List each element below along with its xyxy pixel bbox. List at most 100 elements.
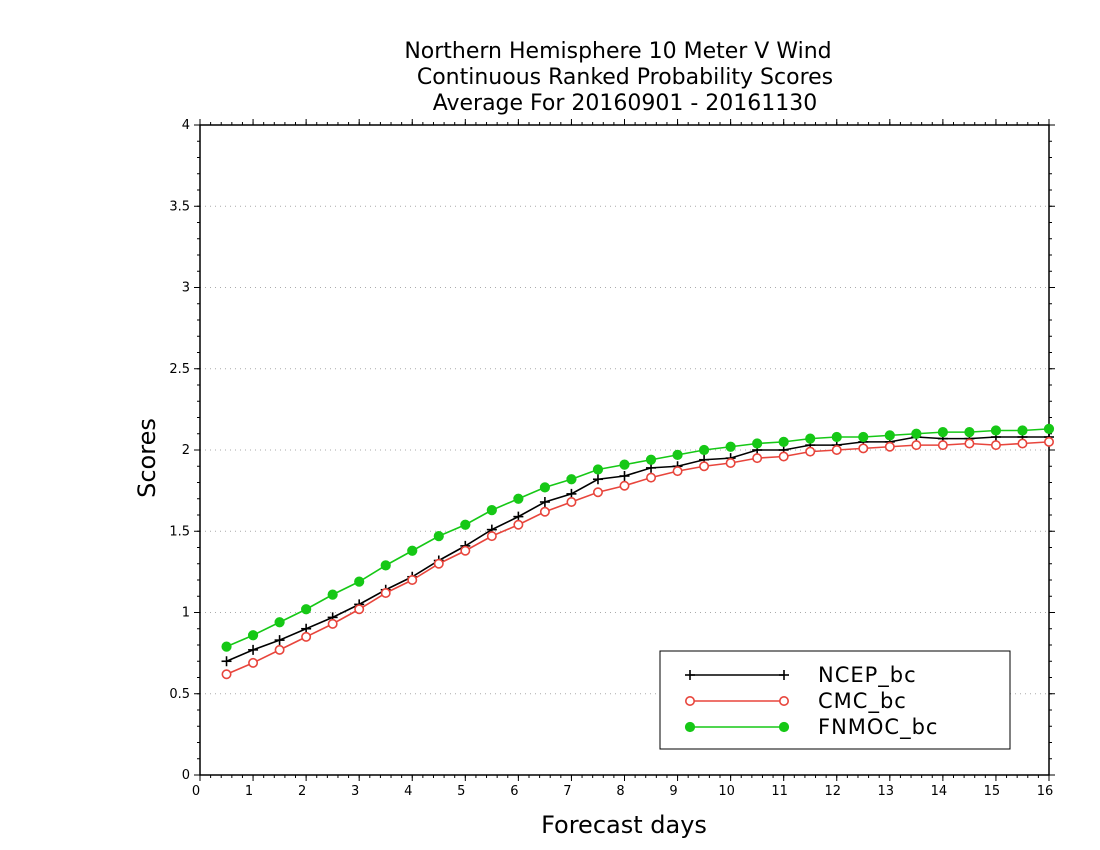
- data-point-cmc-bc-1: [248, 657, 259, 668]
- legend-marker-end-cmc-bc: [778, 695, 789, 706]
- data-point-fnmoc-bc-15: [619, 459, 630, 470]
- legend-label-ncep-bc: NCEP_bc: [818, 663, 917, 688]
- data-point-fnmoc-bc-9: [460, 519, 471, 530]
- data-point-ncep-bc-14: [592, 474, 603, 485]
- y-tick-label-6: 3: [182, 281, 190, 296]
- data-point-cmc-bc-23: [831, 444, 842, 455]
- data-point-fnmoc-bc-19: [725, 441, 736, 452]
- data-point-fnmoc-bc-0: [221, 641, 232, 652]
- grid-lines: [200, 205, 1049, 695]
- x-tick-label-12: 12: [824, 784, 841, 799]
- x-axis-label: Forecast days: [541, 811, 707, 839]
- x-tick-label-15: 15: [984, 784, 1001, 799]
- chart-title-line-2: Continuous Ranked Probability Scores: [417, 65, 833, 90]
- data-point-fnmoc-bc-29: [990, 425, 1002, 436]
- data-point-cmc-bc-9: [460, 545, 471, 556]
- data-point-cmc-bc-4: [327, 618, 338, 629]
- data-point-fnmoc-bc-6: [380, 560, 391, 571]
- data-point-cmc-bc-11: [513, 519, 524, 530]
- y-tick-label-2: 1: [182, 606, 190, 621]
- y-tick-label-3: 1.5: [169, 524, 190, 539]
- legend-marker-end-fnmoc-bc: [778, 721, 790, 733]
- data-point-cmc-bc-10: [486, 531, 497, 542]
- data-point-fnmoc-bc-17: [672, 449, 683, 460]
- data-point-fnmoc-bc-25: [884, 430, 895, 441]
- data-point-ncep-bc-0: [221, 656, 232, 667]
- data-point-fnmoc-bc-24: [858, 431, 869, 443]
- data-point-fnmoc-bc-2: [274, 617, 285, 628]
- chart-title-line-3: Average For 20160901 - 20161130: [433, 91, 818, 116]
- data-point-fnmoc-bc-28: [964, 427, 975, 438]
- x-tick-label-7: 7: [563, 784, 571, 799]
- data-point-fnmoc-bc-30: [1017, 425, 1028, 436]
- x-tick-label-8: 8: [616, 784, 624, 799]
- series-line-cmc-bc: [226, 441, 1050, 675]
- data-point-cmc-bc-16: [646, 472, 657, 483]
- data-point-cmc-bc-15: [619, 480, 630, 491]
- data-point-fnmoc-bc-7: [407, 545, 418, 556]
- x-tick-label-4: 4: [404, 784, 412, 799]
- data-point-cmc-bc-8: [433, 558, 444, 569]
- data-point-cmc-bc-18: [699, 461, 710, 472]
- data-point-cmc-bc-22: [805, 446, 816, 457]
- data-point-cmc-bc-2: [274, 644, 285, 655]
- data-point-fnmoc-bc-14: [592, 464, 604, 475]
- x-tick-label-9: 9: [669, 784, 677, 799]
- y-tick-label-7: 3.5: [169, 199, 190, 214]
- data-point-fnmoc-bc-21: [778, 436, 789, 447]
- data-point-cmc-bc-19: [725, 457, 736, 468]
- data-point-cmc-bc-29: [990, 440, 1001, 451]
- data-point-fnmoc-bc-27: [937, 427, 948, 438]
- data-point-cmc-bc-5: [354, 604, 365, 615]
- data-point-cmc-bc-12: [539, 506, 550, 517]
- x-tick-label-11: 11: [771, 784, 788, 799]
- data-point-fnmoc-bc-4: [327, 589, 338, 600]
- data-point-cmc-bc-3: [301, 631, 312, 642]
- y-tick-label-4: 2: [182, 443, 190, 458]
- y-tick-label-8: 4: [182, 118, 190, 133]
- data-point-cmc-bc-13: [566, 496, 577, 507]
- legend-marker-start-cmc-bc: [684, 695, 695, 706]
- y-tick-label-1: 0.5: [169, 687, 190, 702]
- data-point-cmc-bc-25: [884, 441, 895, 452]
- data-point-cmc-bc-24: [858, 443, 869, 454]
- data-point-fnmoc-bc-10: [486, 505, 497, 516]
- legend-label-fnmoc-bc: FNMOC_bc: [818, 715, 938, 740]
- data-point-cmc-bc-26: [911, 440, 922, 451]
- data-point-cmc-bc-20: [752, 453, 763, 464]
- data-point-cmc-bc-6: [380, 587, 391, 598]
- data-point-fnmoc-bc-1: [247, 630, 259, 641]
- data-point-cmc-bc-7: [407, 574, 418, 585]
- data-point-fnmoc-bc-8: [433, 531, 444, 542]
- data-point-cmc-bc-31: [1044, 436, 1055, 447]
- data-point-cmc-bc-0: [221, 669, 232, 680]
- data-point-fnmoc-bc-26: [911, 428, 922, 439]
- x-tick-label-3: 3: [351, 784, 359, 799]
- legend-marker-start-ncep-bc: [685, 670, 695, 680]
- data-point-ncep-bc-1: [248, 644, 259, 655]
- data-point-fnmoc-bc-31: [1043, 423, 1055, 434]
- x-tick-label-2: 2: [298, 784, 306, 799]
- x-tick-label-13: 13: [878, 784, 895, 799]
- chart-title-line-1: Northern Hemisphere 10 Meter V Wind: [404, 39, 831, 64]
- axes: 00.511.522.533.540 1 2 3 4 5 6 7 8 9 10 11 12 13 14 15 1…: [169, 118, 1055, 799]
- data-point-fnmoc-bc-22: [805, 433, 816, 444]
- x-tick-label-14: 14: [931, 784, 948, 799]
- y-tick-label-0: 0: [182, 768, 190, 783]
- legend-marker-start-fnmoc-bc: [684, 721, 696, 733]
- data-point-cmc-bc-27: [937, 440, 948, 451]
- data-point-fnmoc-bc-18: [698, 444, 710, 456]
- legend-label-cmc-bc: CMC_bc: [818, 689, 907, 714]
- data-point-cmc-bc-30: [1017, 438, 1028, 449]
- series-ncep-bc: [221, 432, 1054, 667]
- data-point-fnmoc-bc-11: [513, 493, 524, 504]
- x-tick-label-1: 1: [245, 784, 253, 799]
- series-group: [221, 423, 1055, 680]
- y-axis-label: Scores: [133, 418, 161, 498]
- data-point-fnmoc-bc-3: [301, 604, 312, 615]
- series-cmc-bc: [221, 436, 1055, 680]
- x-tick-label-0: 0: [192, 784, 200, 799]
- data-point-cmc-bc-28: [964, 438, 975, 449]
